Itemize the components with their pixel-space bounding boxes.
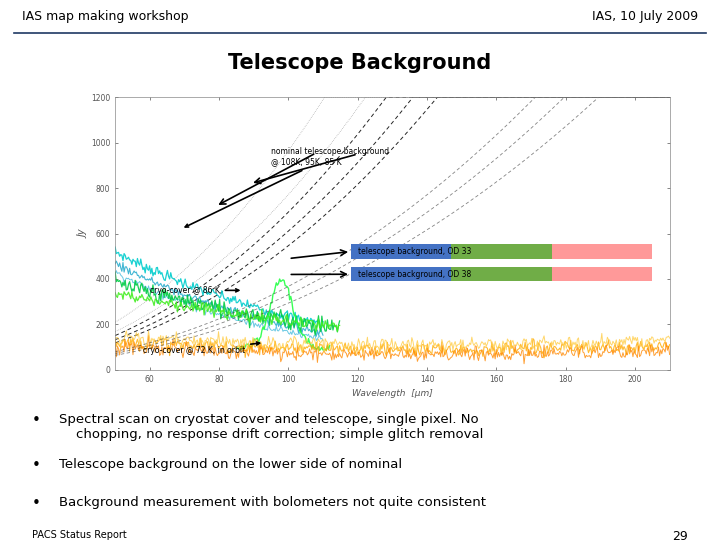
Text: cryo-cover @ 72 K, in orbit: cryo-cover @ 72 K, in orbit: [143, 342, 260, 355]
Text: •: •: [32, 496, 40, 511]
Text: 29: 29: [672, 530, 688, 540]
X-axis label: Wavelength  [μm]: Wavelength [μm]: [352, 389, 433, 399]
Text: •: •: [32, 414, 40, 428]
Text: nominal telescope background
@ 108K, 95K, 85 K: nominal telescope background @ 108K, 95K…: [185, 147, 390, 227]
Text: •: •: [32, 458, 40, 473]
Text: IAS, 10 July 2009: IAS, 10 July 2009: [593, 10, 698, 23]
Bar: [351, 245, 451, 259]
Text: Spectral scan on cryostat cover and telescope, single pixel. No
    chopping, no: Spectral scan on cryostat cover and tele…: [59, 414, 484, 441]
Bar: [451, 245, 552, 259]
Text: Background measurement with bolometers not quite consistent: Background measurement with bolometers n…: [59, 496, 486, 509]
Text: PACS Status Report: PACS Status Report: [32, 530, 127, 540]
Bar: [351, 267, 451, 281]
Text: IAS map making workshop: IAS map making workshop: [22, 10, 188, 23]
Bar: [552, 245, 652, 259]
Text: telescope background, OD 33: telescope background, OD 33: [358, 247, 471, 256]
Bar: [451, 267, 552, 281]
Y-axis label: Jy: Jy: [78, 230, 88, 238]
Text: cryo-cover @ 86 K: cryo-cover @ 86 K: [150, 286, 239, 295]
Bar: [552, 267, 652, 281]
Text: telescope background, OD 38: telescope background, OD 38: [358, 269, 471, 279]
Text: Telescope background on the lower side of nominal: Telescope background on the lower side o…: [59, 458, 402, 471]
Text: Telescope Background: Telescope Background: [228, 53, 492, 73]
